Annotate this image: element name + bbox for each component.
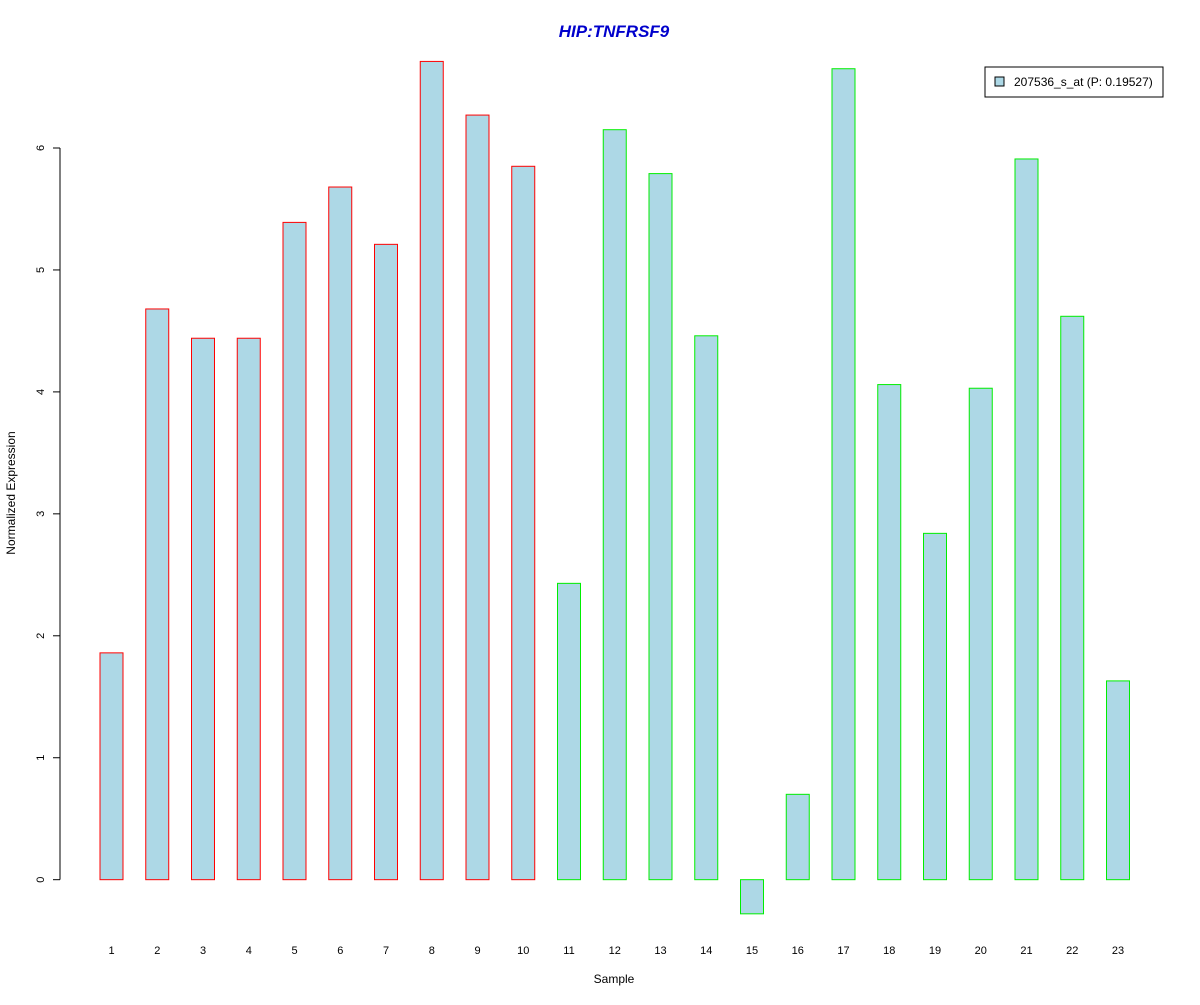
y-tick-label: 4 (35, 389, 47, 395)
x-tick-label: 1 (108, 945, 114, 957)
x-axis-label: Sample (594, 972, 635, 986)
bar (145, 308, 170, 881)
y-tick-label: 6 (35, 145, 47, 151)
bar (99, 652, 124, 881)
x-tick-label: 4 (246, 945, 252, 957)
legend-label: 207536_s_at (P: 0.19527) (1014, 75, 1153, 89)
x-tick-label: 13 (654, 945, 666, 957)
legend-swatch (994, 76, 1005, 87)
x-tick-label: 5 (291, 945, 297, 957)
bar (374, 243, 398, 881)
x-tick-label: 9 (474, 945, 480, 957)
y-tick-label: 3 (35, 511, 47, 517)
x-tick-label: 12 (609, 945, 621, 957)
bars (99, 60, 1130, 915)
bar (236, 337, 261, 881)
bar (465, 114, 490, 881)
x-tick-label: 3 (200, 945, 206, 957)
x-tick-label: 18 (883, 945, 895, 957)
y-tick-label: 0 (35, 877, 47, 883)
x-tick-label: 8 (429, 945, 435, 957)
bar (557, 582, 581, 881)
bar (1060, 315, 1085, 881)
y-tick-label: 5 (35, 267, 47, 273)
y-tick-label: 1 (35, 755, 47, 761)
x-tick-label: 21 (1020, 945, 1032, 957)
x-tick-labels: 1 2 3 4 5 6 7 8 9 10 11 12 13 14 15 16 17 18 19 20 21 22 23 (108, 945, 1124, 957)
bar (831, 68, 856, 881)
legend-box (984, 66, 1164, 98)
bar (419, 60, 444, 881)
x-tick-label: 23 (1112, 945, 1124, 957)
y-axis: 0 1 2 3 4 5 6 (35, 145, 61, 883)
x-tick-label: 11 (563, 945, 574, 957)
bar (602, 129, 627, 881)
y-axis-label: Normalized Expression (4, 431, 18, 554)
bar (694, 335, 719, 881)
bar (877, 384, 902, 881)
x-tick-label: 17 (837, 945, 849, 957)
x-tick-label: 10 (517, 945, 529, 957)
bar (1106, 680, 1130, 881)
bar (785, 793, 810, 881)
bar (923, 532, 947, 881)
bar (282, 221, 307, 881)
bar (328, 186, 353, 881)
bar (740, 879, 764, 915)
chart-title: HIP:TNFRSF9 (559, 22, 670, 41)
y-tick-label: 2 (35, 633, 47, 639)
x-tick-label: 14 (700, 945, 712, 957)
x-tick-label: 19 (929, 945, 941, 957)
bar (648, 173, 673, 881)
x-tick-label: 2 (154, 945, 160, 957)
bar (191, 337, 215, 881)
x-tick-label: 7 (383, 945, 389, 957)
x-tick-label: 16 (792, 945, 804, 957)
bar (511, 165, 536, 881)
x-tick-label: 20 (975, 945, 987, 957)
bar (968, 387, 993, 881)
legend: 207536_s_at (P: 0.19527) (984, 66, 1164, 98)
x-tick-label: 6 (337, 945, 343, 957)
bar (1014, 158, 1039, 881)
x-tick-label: 22 (1066, 945, 1078, 957)
x-tick-label: 15 (746, 945, 758, 957)
